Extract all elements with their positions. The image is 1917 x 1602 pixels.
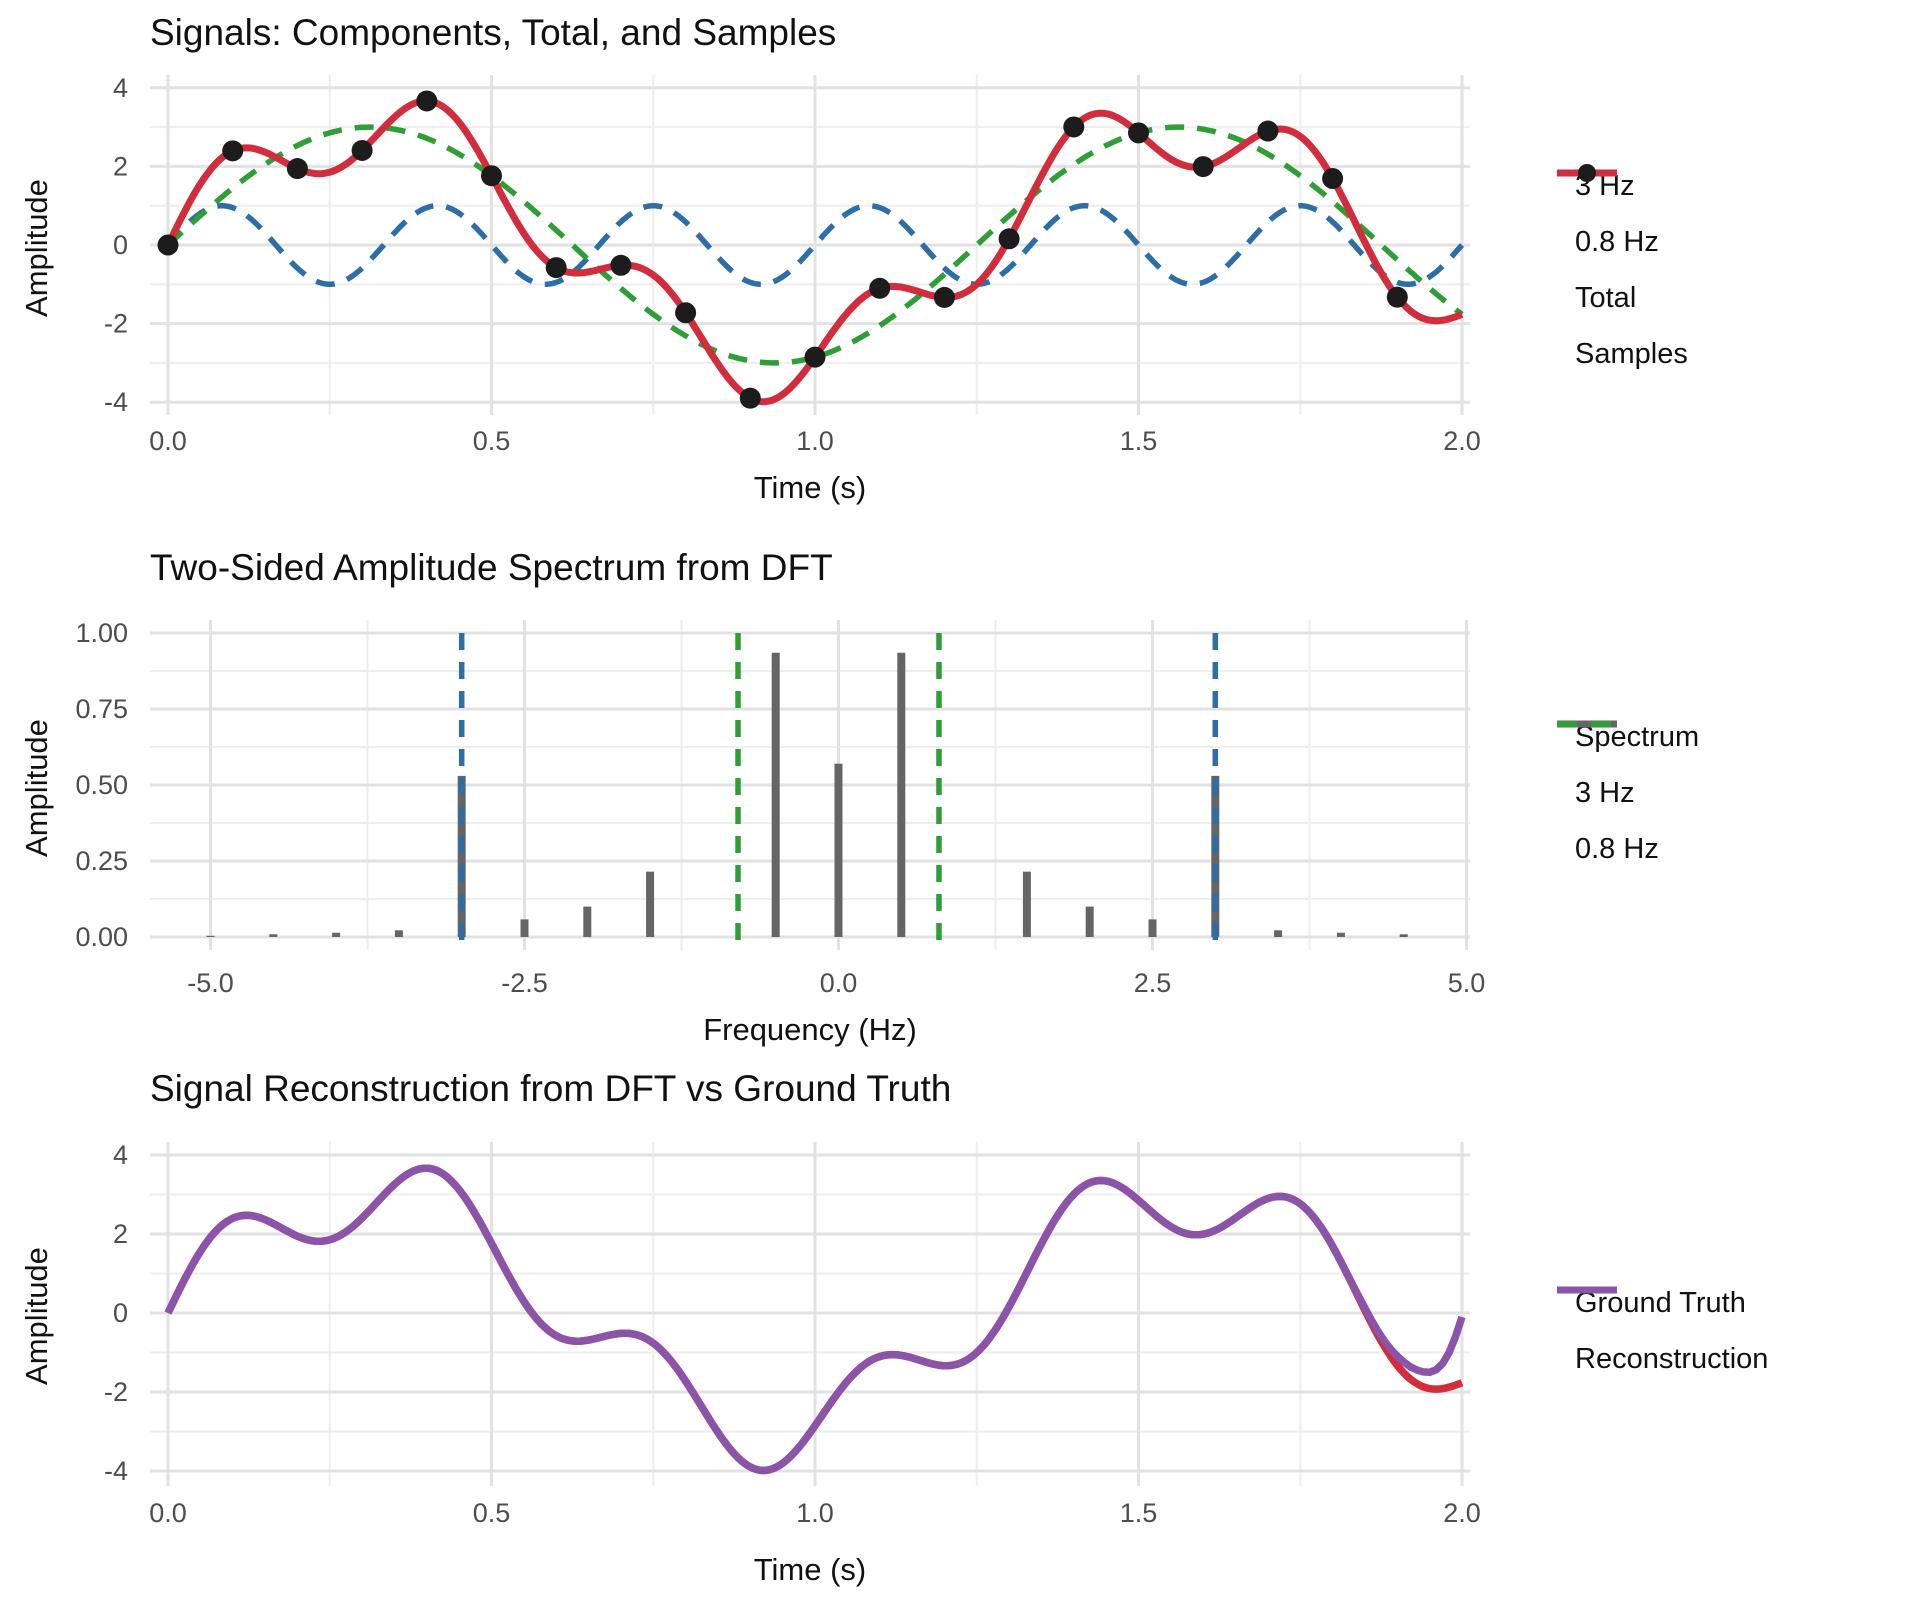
y-tick-label: 2: [113, 151, 128, 181]
x-tick-label: 2.5: [1134, 968, 1172, 998]
dashed-line-icon: [1557, 721, 1617, 727]
y-tick-label: 0.75: [75, 694, 128, 724]
y-tick-label: -4: [104, 1456, 128, 1486]
legend-item-samples: Samples: [1555, 164, 1688, 382]
y-tick-label: 1.00: [75, 618, 128, 648]
sample-point: [869, 277, 891, 299]
spectrum-bar: [1399, 934, 1408, 937]
spectrum-x-axis-title: Frequency (Hz): [703, 1012, 917, 1047]
spectrum-bar: [1211, 775, 1220, 937]
signals-legend: 3 Hz 0.8 Hz Total Samples: [1555, 158, 1688, 382]
reconstruction-x-axis-title: Time (s): [753, 1552, 867, 1587]
x-tick-label: 0.5: [473, 426, 511, 456]
y-tick-label: -4: [104, 387, 128, 417]
y-tick-label: 0: [113, 1298, 128, 1328]
spectrum-y-axis-title: Amplitude: [19, 719, 54, 857]
x-tick-label: 0.0: [149, 426, 187, 456]
sample-point: [804, 346, 826, 368]
spectrum-bar: [834, 763, 843, 937]
sample-point: [739, 387, 761, 409]
legend-label-3hz-vline: 3 Hz: [1575, 776, 1635, 809]
sample-point: [933, 286, 955, 308]
signals-y-axis-title: Amplitude: [19, 179, 54, 317]
x-tick-label: 2.0: [1443, 1498, 1481, 1528]
y-tick-label: 0.00: [75, 922, 128, 952]
legend-item-total: Total: [1555, 169, 1688, 326]
sample-point: [998, 228, 1020, 250]
sample-point: [222, 140, 244, 162]
legend-item-3hz-vline: 3 Hz: [1555, 721, 1699, 821]
dot-icon: [1578, 164, 1596, 182]
legend-label-08hz: 0.8 Hz: [1575, 225, 1659, 258]
y-tick-label: 0.50: [75, 770, 128, 800]
x-tick-label: 0.0: [820, 968, 858, 998]
y-tick-label: -2: [104, 309, 128, 339]
signals-chart-title: Signals: Components, Total, and Samples: [150, 12, 837, 53]
reconstruction-chart-title: Signal Reconstruction from DFT vs Ground…: [150, 1068, 952, 1109]
spectrum-bar: [771, 652, 780, 937]
spectrum-bar: [1274, 930, 1283, 937]
x-tick-label: -2.5: [501, 968, 548, 998]
legend-label-08hz-vline: 0.8 Hz: [1575, 832, 1659, 865]
y-tick-label: 4: [113, 1140, 128, 1170]
spectrum-bar: [897, 652, 906, 937]
sample-point: [481, 165, 502, 187]
x-tick-label: 0.5: [473, 1498, 511, 1528]
y-tick-label: 0: [113, 230, 128, 260]
spectrum-bar: [269, 934, 278, 937]
sample-point: [286, 158, 308, 180]
spectrum-bar: [394, 930, 403, 937]
reconstruction-y-axis-title: Amplitude: [19, 1247, 54, 1385]
spectrum-bar: [1085, 906, 1094, 937]
sample-point: [416, 90, 438, 112]
y-tick-label: 4: [113, 73, 128, 103]
spectrum-bar: [332, 932, 341, 937]
y-tick-label: 2: [113, 1219, 128, 1249]
sample-point: [1192, 156, 1214, 178]
sample-point: [1386, 286, 1408, 308]
legend-label-total: Total: [1575, 281, 1637, 314]
spectrum-bar: [1336, 932, 1345, 937]
y-tick-label: -2: [104, 1377, 128, 1407]
legend-item-08hz-vline: 0.8 Hz: [1555, 721, 1699, 877]
x-tick-label: -5.0: [187, 968, 234, 998]
sample-point: [157, 234, 179, 256]
x-tick-label: 1.0: [796, 426, 834, 456]
spectrum-chart-title: Two-Sided Amplitude Spectrum from DFT: [150, 547, 833, 588]
x-tick-label: 5.0: [1448, 968, 1486, 998]
y-tick-label: 0.25: [75, 846, 128, 876]
legend-item-reconstruction: Reconstruction: [1555, 1286, 1769, 1387]
sample-point: [1322, 168, 1344, 190]
spectrum-bar: [1148, 919, 1157, 937]
spectrum-bar: [646, 871, 655, 937]
x-tick-label: 1.0: [796, 1498, 834, 1528]
spectrum-bar: [1022, 871, 1031, 937]
curve-reconstruction: [164, 1164, 1466, 1475]
spectrum-legend: Spectrum 3 Hz 0.8 Hz: [1555, 709, 1699, 877]
spectrum-bar: [583, 906, 592, 937]
sample-point: [545, 257, 567, 279]
sample-point: [1063, 116, 1085, 138]
legend-item-08hz: 0.8 Hz: [1555, 170, 1688, 270]
solid-line-icon: [1557, 1286, 1617, 1294]
x-tick-label: 1.5: [1120, 1498, 1158, 1528]
spectrum-bar: [520, 919, 529, 937]
sample-point: [351, 139, 373, 161]
x-tick-label: 2.0: [1443, 426, 1481, 456]
sample-point: [1257, 120, 1279, 142]
x-tick-label: 1.5: [1120, 426, 1158, 456]
x-tick-label: 0.0: [149, 1498, 187, 1528]
spectrum-bar: [206, 935, 215, 937]
legend-label-samples: Samples: [1575, 337, 1688, 370]
sample-point: [675, 302, 697, 324]
reconstruction-legend: Ground Truth Reconstruction: [1555, 1275, 1768, 1387]
curve-3-hz: [165, 202, 1465, 288]
sample-point: [1128, 122, 1149, 144]
sample-point: [610, 254, 632, 276]
signals-x-axis-title: Time (s): [753, 470, 867, 505]
legend-label-reconstruction: Reconstruction: [1575, 1342, 1769, 1375]
spectrum-bar: [457, 775, 466, 937]
